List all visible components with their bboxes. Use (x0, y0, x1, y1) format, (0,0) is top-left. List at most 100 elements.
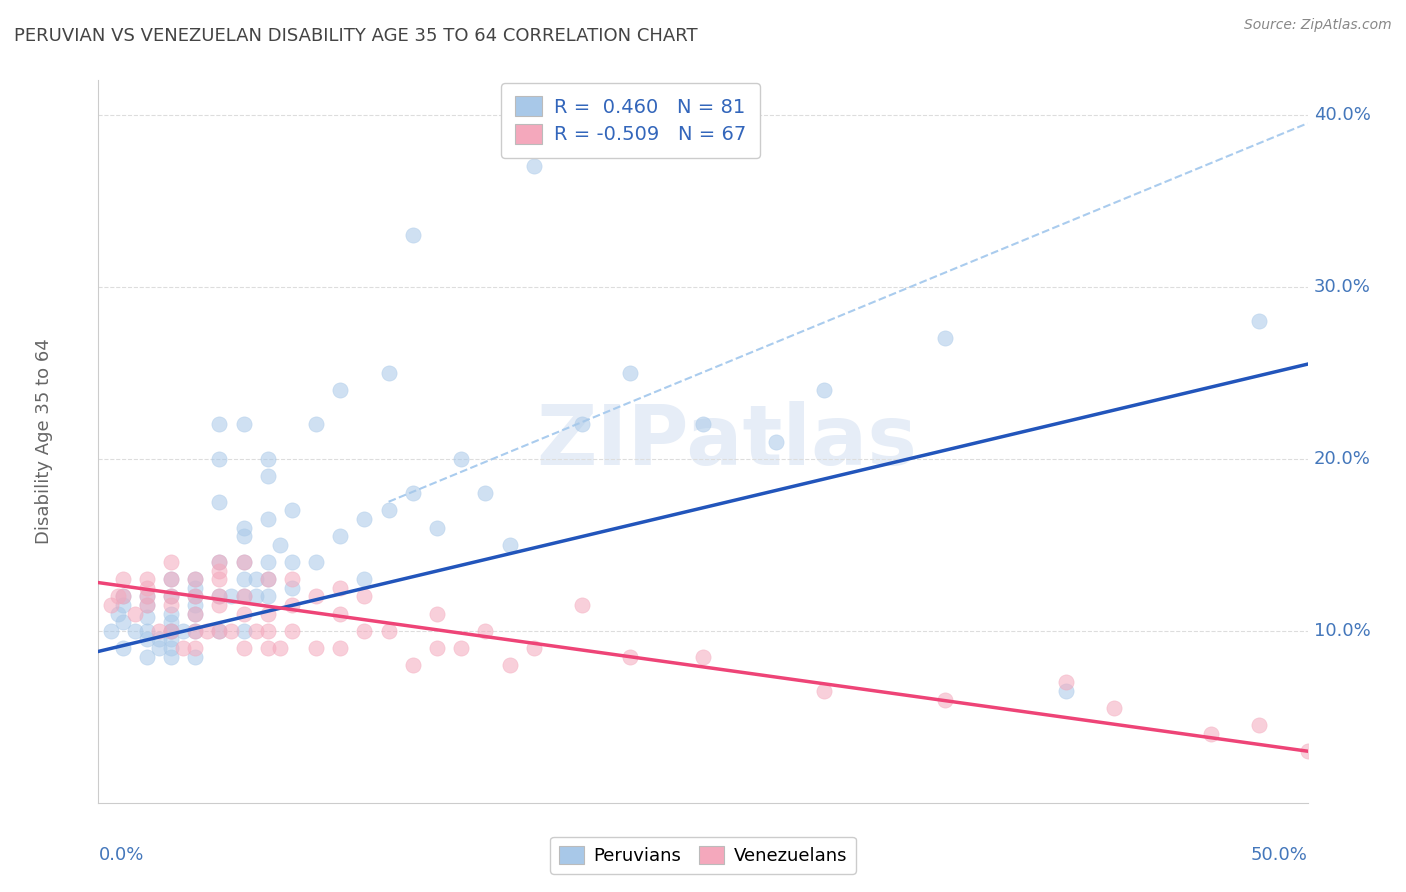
Text: 50.0%: 50.0% (1251, 847, 1308, 864)
Point (329, 581, 352, 595)
Point (195, 624, 218, 638)
Point (172, 624, 194, 638)
Point (353, 624, 375, 638)
Point (450, 640, 472, 655)
Point (256, 512, 278, 526)
Point (172, 640, 194, 655)
Point (269, 538, 291, 552)
Point (100, 624, 122, 638)
Point (619, 649, 641, 664)
Point (160, 607, 183, 621)
Point (160, 624, 183, 638)
Point (353, 590, 375, 604)
Text: Source: ZipAtlas.com: Source: ZipAtlas.com (1244, 18, 1392, 32)
Point (135, 598, 157, 612)
Point (100, 598, 122, 612)
Point (402, 228, 425, 243)
Point (232, 555, 254, 569)
Point (160, 640, 183, 655)
Point (256, 624, 278, 638)
Point (281, 503, 304, 517)
Point (232, 590, 254, 604)
Point (208, 494, 231, 508)
Point (135, 649, 157, 664)
Point (256, 555, 278, 569)
Legend: R =  0.460   N = 81, R = -0.509   N = 67: R = 0.460 N = 81, R = -0.509 N = 67 (502, 83, 759, 158)
Point (377, 366, 399, 380)
Point (1249, 718, 1271, 732)
Point (111, 590, 134, 604)
Point (256, 590, 278, 604)
Point (208, 451, 231, 466)
Point (402, 658, 425, 673)
Point (184, 640, 207, 655)
Point (184, 590, 207, 604)
Point (160, 624, 183, 638)
Point (232, 555, 254, 569)
Point (135, 632, 157, 647)
Point (281, 555, 304, 569)
Point (692, 417, 714, 432)
Point (498, 538, 520, 552)
Point (281, 581, 304, 595)
Point (160, 598, 183, 612)
Point (498, 658, 520, 673)
Point (281, 624, 304, 638)
Point (402, 486, 425, 500)
Point (305, 590, 328, 604)
Point (1054, 675, 1077, 690)
Point (1249, 314, 1271, 328)
Point (148, 624, 170, 638)
Point (124, 607, 146, 621)
Point (1199, 727, 1222, 741)
Point (135, 572, 157, 586)
Point (208, 564, 231, 578)
Point (377, 624, 399, 638)
Point (523, 640, 546, 655)
Legend: Peruvians, Venezuelans: Peruvians, Venezuelans (550, 837, 856, 874)
Text: 30.0%: 30.0% (1313, 277, 1371, 296)
Text: 10.0%: 10.0% (1313, 622, 1371, 640)
Point (208, 555, 231, 569)
Point (256, 607, 278, 621)
Point (329, 383, 352, 397)
Point (245, 572, 267, 586)
Point (934, 692, 956, 706)
Point (107, 607, 129, 621)
Point (256, 572, 278, 586)
Point (232, 520, 254, 534)
Point (221, 624, 243, 638)
Point (124, 624, 146, 638)
Point (305, 555, 328, 569)
Point (160, 632, 183, 647)
Point (377, 503, 399, 517)
Point (208, 624, 231, 638)
Point (184, 590, 207, 604)
Point (256, 469, 278, 483)
Point (135, 590, 157, 604)
Point (160, 590, 183, 604)
Point (245, 624, 267, 638)
Point (232, 572, 254, 586)
Point (353, 512, 375, 526)
Point (160, 555, 183, 569)
Point (474, 486, 496, 500)
Point (160, 624, 183, 638)
Point (184, 572, 207, 586)
Point (208, 598, 231, 612)
Point (426, 640, 449, 655)
Text: ZIPatlas: ZIPatlas (537, 401, 918, 482)
Text: 20.0%: 20.0% (1313, 450, 1371, 467)
Point (232, 624, 254, 638)
Point (160, 649, 183, 664)
Point (135, 581, 157, 595)
Point (184, 607, 207, 621)
Point (765, 434, 787, 449)
Point (232, 590, 254, 604)
Point (208, 590, 231, 604)
Point (184, 607, 207, 621)
Point (160, 572, 183, 586)
Point (329, 640, 352, 655)
Point (426, 520, 449, 534)
Point (571, 417, 593, 432)
